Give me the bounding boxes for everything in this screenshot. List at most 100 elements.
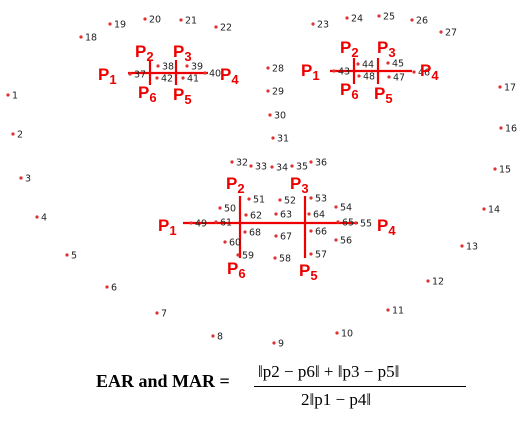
landmark-label-26: 26 [416, 16, 428, 27]
landmark-dot-11 [386, 308, 390, 312]
landmark-dot-2 [11, 132, 15, 136]
landmark-label-38: 38 [162, 62, 174, 73]
landmark-dot-8 [211, 334, 215, 338]
landmark-dot-17 [498, 85, 502, 89]
left-eye-p4-label: P4 [220, 65, 239, 87]
landmark-dot-63 [274, 212, 278, 216]
right-eye-p6-label: P6 [340, 80, 359, 102]
landmark-label-55: 55 [360, 219, 372, 230]
landmark-dot-43 [332, 69, 336, 73]
landmark-label-29: 29 [272, 87, 284, 98]
landmark-label-32: 32 [236, 158, 248, 169]
landmark-dot-3 [19, 176, 23, 180]
landmark-dot-38 [156, 64, 160, 68]
landmark-label-68: 68 [249, 228, 261, 239]
landmark-dot-4 [35, 215, 39, 219]
landmark-label-11: 11 [392, 306, 404, 317]
landmark-dot-27 [439, 30, 443, 34]
landmark-label-9: 9 [278, 339, 284, 350]
fraction-bar [254, 386, 466, 388]
landmark-dot-58 [273, 256, 277, 260]
landmark-label-59: 59 [242, 251, 254, 262]
mouth-p2-label: P2 [226, 174, 245, 196]
landmark-label-18: 18 [85, 33, 97, 44]
landmark-dot-60 [223, 240, 227, 244]
landmark-label-33: 33 [255, 162, 267, 173]
left-eye-p1-label: P1 [98, 65, 117, 87]
right-eye-p2-label: P2 [340, 38, 359, 60]
landmark-label-16: 16 [505, 124, 517, 135]
landmark-label-31: 31 [277, 134, 289, 145]
landmark-dot-23 [311, 22, 315, 26]
landmark-label-66: 66 [315, 227, 327, 238]
landmark-label-30: 30 [274, 111, 286, 122]
landmark-label-27: 27 [445, 28, 457, 39]
landmark-dot-22 [214, 25, 218, 29]
landmark-label-49: 49 [195, 219, 207, 230]
right-eye-p1-label: P1 [301, 61, 320, 83]
landmark-dot-54 [334, 205, 338, 209]
landmark-label-48: 48 [363, 72, 375, 83]
landmark-dot-10 [335, 331, 339, 335]
landmark-label-34: 34 [276, 163, 288, 174]
landmark-dot-20 [143, 17, 147, 21]
landmark-label-63: 63 [280, 210, 292, 221]
landmark-label-40: 40 [209, 69, 221, 80]
landmark-dot-12 [426, 279, 430, 283]
point-labels: P1 P2 P3 P4 P5 P6 P1 P2 P3 P4 P5 P6 P1 P2 P3 P4 P5 P6 [98, 38, 439, 283]
landmark-label-17: 17 [504, 83, 516, 94]
mouth-p1-label: P1 [158, 216, 177, 238]
mouth-p3-label: P3 [290, 174, 309, 196]
landmark-label-6: 6 [111, 283, 117, 294]
landmark-dot-6 [105, 285, 109, 289]
landmark-label-22: 22 [220, 23, 232, 34]
landmark-dot-26 [410, 18, 414, 22]
landmark-label-62: 62 [250, 211, 262, 222]
landmark-label-54: 54 [340, 203, 352, 214]
landmark-dot-35 [290, 164, 294, 168]
landmark-label-64: 64 [313, 210, 325, 221]
landmark-label-15: 15 [499, 165, 511, 176]
landmark-dot-51 [247, 197, 251, 201]
landmark-label-51: 51 [253, 195, 265, 206]
landmark-dot-18 [79, 35, 83, 39]
landmark-label-50: 50 [224, 204, 236, 215]
landmark-label-4: 4 [41, 213, 47, 224]
landmark-label-46: 46 [418, 68, 430, 79]
landmark-label-14: 14 [488, 205, 500, 216]
landmark-dot-47 [387, 75, 391, 79]
landmark-label-39: 39 [191, 62, 203, 73]
landmark-dots [6, 14, 503, 345]
landmark-label-19: 19 [114, 20, 126, 31]
landmark-label-13: 13 [466, 242, 478, 253]
landmark-dot-41 [181, 76, 185, 80]
landmark-dot-5 [65, 253, 69, 257]
landmark-label-12: 12 [432, 277, 444, 288]
landmark-dot-28 [266, 66, 270, 70]
landmark-label-53: 53 [315, 194, 327, 205]
landmark-dot-1 [6, 93, 10, 97]
landmark-dot-53 [309, 196, 313, 200]
left-eye-p3-label: P3 [173, 42, 192, 64]
landmark-label-65: 65 [342, 218, 354, 229]
landmark-dot-62 [244, 213, 248, 217]
mouth-p4-label: P4 [377, 216, 396, 238]
landmark-dot-25 [377, 14, 381, 18]
landmark-label-21: 21 [185, 16, 197, 27]
mouth-p5-label: P5 [299, 261, 318, 283]
landmark-dot-24 [345, 16, 349, 20]
right-eye-p4-label: P4 [420, 61, 439, 83]
landmark-dot-39 [185, 64, 189, 68]
landmark-dot-68 [243, 230, 247, 234]
landmark-label-8: 8 [217, 332, 223, 343]
left-eye-p5-label: P5 [173, 85, 192, 107]
landmark-label-35: 35 [296, 162, 308, 173]
landmark-dot-56 [334, 238, 338, 242]
landmark-dot-19 [108, 22, 112, 26]
landmark-label-57: 57 [315, 250, 327, 261]
landmark-dot-29 [266, 89, 270, 93]
landmark-label-45: 45 [392, 59, 404, 70]
landmark-dot-36 [309, 160, 313, 164]
